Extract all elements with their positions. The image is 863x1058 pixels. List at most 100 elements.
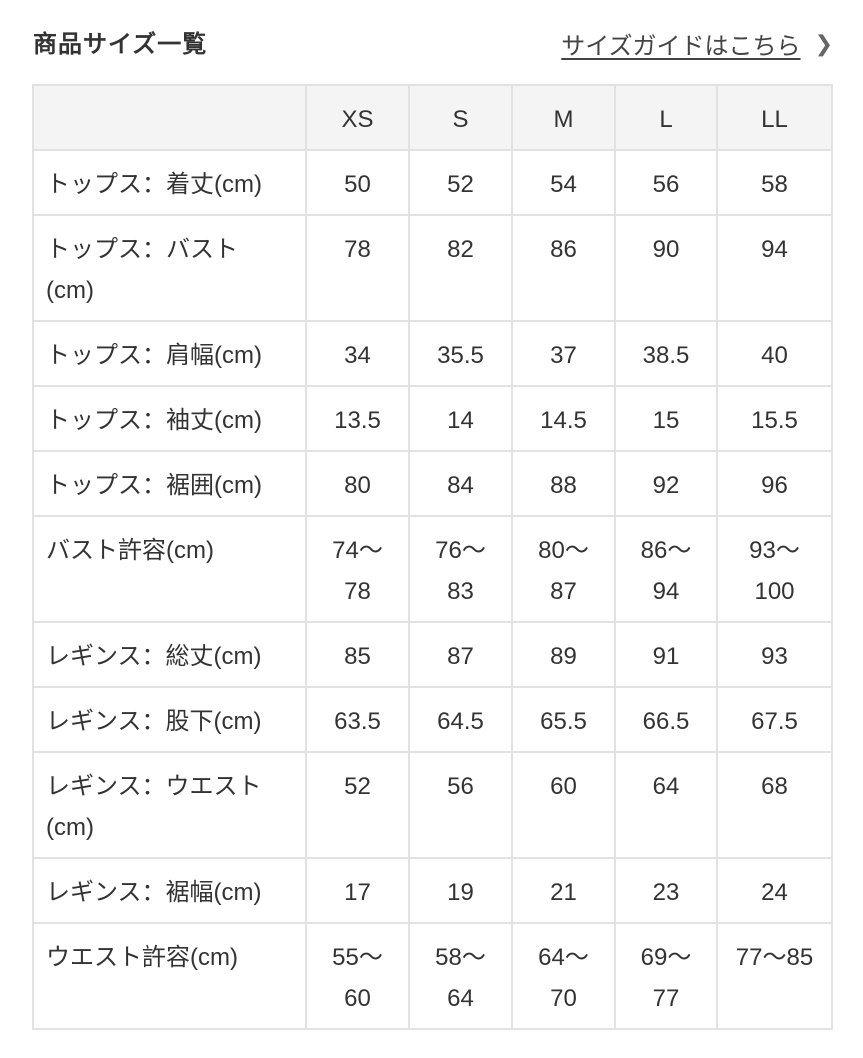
cell: 82 (408, 214, 513, 322)
cell: 93 (716, 621, 833, 688)
size-header-xs: XS (305, 84, 410, 151)
cell-value: 52 (447, 171, 474, 198)
table-row: レギンス：ウエスト (cm) 52 56 60 64 68 (32, 751, 833, 859)
cell-value: 64.5 (437, 708, 484, 735)
cell: 35.5 (408, 320, 513, 387)
row-label: トップス：着丈(cm) (32, 149, 307, 216)
cell-value: 84 (447, 472, 474, 499)
row-label: レギンス：股下(cm) (32, 686, 307, 753)
cell-value: 55〜60 (332, 944, 383, 1012)
cell: 54 (511, 149, 616, 216)
cell-value: 69〜77 (640, 944, 692, 1012)
cell: 50 (305, 149, 410, 216)
table-row: レギンス：裾幅(cm) 17 19 21 23 24 (32, 857, 833, 924)
cell-value: 93〜100 (749, 537, 800, 605)
cell: 58〜64 (408, 922, 513, 1030)
cell-value: 67.5 (751, 708, 798, 735)
row-label: トップス：バスト (cm) (32, 214, 307, 322)
row-label: トップス：肩幅(cm) (32, 320, 307, 387)
cell: 19 (408, 857, 513, 924)
cell: 63.5 (305, 686, 410, 753)
cell: 14 (408, 385, 513, 452)
cell-value: 50 (344, 171, 371, 198)
size-header-row: XS S M L LL (32, 84, 833, 151)
row-label: トップス：袖丈(cm) (32, 385, 307, 452)
table-row: バスト許容(cm) 74〜78 76〜83 80〜87 86〜94 93〜100 (32, 515, 833, 623)
cell-value: 96 (761, 472, 788, 499)
cell: 56 (614, 149, 718, 216)
cell-value: 63.5 (334, 708, 381, 735)
cell-value: 64〜70 (538, 944, 589, 1012)
cell-value: 38.5 (642, 342, 690, 369)
cell: 80 (305, 450, 410, 517)
cell: 92 (614, 450, 718, 517)
cell-value: 15.5 (751, 407, 798, 434)
table-row: トップス：袖丈(cm) 13.5 14 14.5 15 15.5 (32, 385, 833, 452)
cell: 67.5 (716, 686, 833, 753)
cell: 52 (408, 149, 513, 216)
cell-value: 80 (344, 472, 371, 499)
cell-value: 86〜94 (640, 537, 692, 605)
cell: 80〜87 (511, 515, 616, 623)
cell-value: 14.5 (540, 407, 587, 434)
cell-value: 82 (447, 236, 474, 263)
cell-value: 78 (344, 236, 371, 263)
cell-value: 68 (761, 773, 788, 800)
cell: 38.5 (614, 320, 718, 387)
cell: 96 (716, 450, 833, 517)
cell: 13.5 (305, 385, 410, 452)
cell: 64〜70 (511, 922, 616, 1030)
cell-value: 93 (761, 643, 788, 670)
cell-value: 19 (447, 879, 474, 906)
cell-value: 76〜83 (435, 537, 486, 605)
size-header-ll: LL (716, 84, 833, 151)
cell-value: 80〜87 (538, 537, 589, 605)
cell: 78 (305, 214, 410, 322)
cell: 93〜100 (716, 515, 833, 623)
cell-value: 37 (550, 342, 577, 369)
cell-value: 40 (761, 342, 788, 369)
table-row: トップス：バスト (cm) 78 82 86 90 94 (32, 214, 833, 322)
cell: 87 (408, 621, 513, 688)
chevron-right-icon: ❯ (814, 30, 833, 56)
cell: 55〜60 (305, 922, 410, 1030)
cell-value: 74〜78 (332, 537, 383, 605)
cell-value: 77〜85 (735, 944, 814, 971)
cell-value: 85 (344, 643, 371, 670)
cell-value: 13.5 (334, 407, 381, 434)
row-label: レギンス：裾幅(cm) (32, 857, 307, 924)
cell: 66.5 (614, 686, 718, 753)
cell: 77〜85 (716, 922, 833, 1030)
size-header-m: M (511, 84, 616, 151)
cell: 64.5 (408, 686, 513, 753)
cell-value: 87 (447, 643, 474, 670)
row-label: バスト許容(cm) (32, 515, 307, 623)
cell: 76〜83 (408, 515, 513, 623)
table-row: トップス：裾囲(cm) 80 84 88 92 96 (32, 450, 833, 517)
cell-value: 17 (344, 879, 371, 906)
cell: 69〜77 (614, 922, 718, 1030)
cell: 90 (614, 214, 718, 322)
cell: 15 (614, 385, 718, 452)
cell-value: 64 (652, 773, 680, 800)
row-label: レギンス：ウエスト (cm) (32, 751, 307, 859)
cell: 86〜94 (614, 515, 718, 623)
size-header-s: S (408, 84, 513, 151)
size-guide-link[interactable]: サイズガイドはこちら (561, 33, 801, 60)
cell-value: 58 (761, 171, 788, 198)
cell-value: 92 (652, 472, 680, 499)
cell-value: 15 (652, 407, 680, 434)
size-guide-link-container[interactable]: サイズガイドはこちら ❯ (561, 26, 833, 61)
cell-value: 94 (761, 236, 788, 263)
cell: 17 (305, 857, 410, 924)
cell-value: 90 (652, 236, 680, 263)
cell: 14.5 (511, 385, 616, 452)
cell: 84 (408, 450, 513, 517)
cell: 65.5 (511, 686, 616, 753)
cell-value: 52 (344, 773, 371, 800)
cell: 94 (716, 214, 833, 322)
cell: 23 (614, 857, 718, 924)
cell-value: 66.5 (642, 708, 690, 735)
row-label: トップス：裾囲(cm) (32, 450, 307, 517)
cell: 34 (305, 320, 410, 387)
